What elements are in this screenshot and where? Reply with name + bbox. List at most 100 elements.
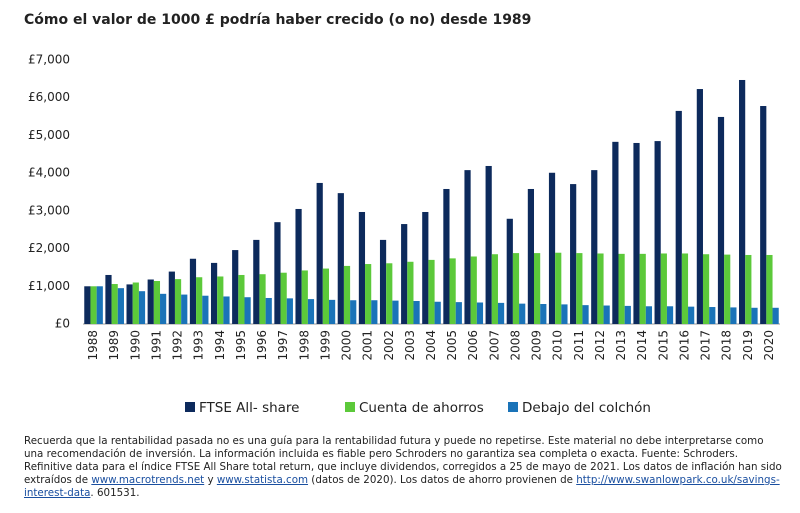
y-tick-label: £0 [55,317,70,331]
bar [476,302,484,324]
bar [111,284,118,324]
bar [160,293,167,324]
bar [174,279,182,324]
bar [196,277,203,324]
x-tick-label: 2001 [361,330,375,361]
x-tick-label: 2016 [677,330,691,361]
bar [126,284,133,324]
chart: Cómo el valor de 1000 £ podría haber cre… [24,12,780,416]
bar [527,188,535,324]
bar [464,170,471,324]
bar [428,259,435,324]
bar [202,295,209,324]
bar [597,253,604,324]
bar [561,304,568,324]
bar [307,299,315,324]
x-tick-label: 2017 [699,330,713,361]
x-tick-label: 2015 [656,330,670,361]
bar [570,184,577,324]
x-tick-label: 1990 [128,330,142,361]
bar [386,263,393,324]
bar [168,271,175,324]
bar [316,182,323,324]
bar [138,291,146,324]
y-tick-label: £3,000 [28,203,70,217]
bar [702,254,710,324]
x-tick-label: 1992 [171,330,185,361]
x-tick-label: 2018 [720,330,734,361]
bar [422,211,429,324]
bar [519,303,526,324]
chart-title: Cómo el valor de 1000 £ podría haber cre… [24,12,531,28]
bar [371,300,378,324]
x-tick-label: 1995 [234,330,248,361]
bar [328,299,336,324]
footnote-text: y [204,474,217,486]
bar [280,272,287,324]
y-tick-label: £4,000 [28,166,70,180]
bar [772,307,779,324]
bar [603,305,610,324]
bar [105,274,112,324]
bar [760,106,767,324]
bar [724,254,731,324]
legend-swatch [345,402,355,412]
footnote-link[interactable]: www.statista.com [216,474,309,486]
bar [696,89,703,324]
bar [506,218,513,324]
bar [639,253,646,324]
bar [555,252,562,324]
x-tick-label: 2002 [382,330,396,361]
bar [274,222,281,324]
footnote-link[interactable]: http://www.swanlowpark.co.uk/savings-int… [24,474,780,499]
bar [485,165,492,324]
bar [660,253,667,324]
bar [350,300,357,324]
bar [210,262,218,324]
bar [540,304,547,324]
bar [717,116,725,324]
bar [117,288,124,324]
x-tick-label: 1989 [107,330,121,361]
bar [624,305,631,324]
bar [259,274,266,324]
footnote-text: Recuerda que la rentabilidad pasada no e… [24,435,782,486]
bar [223,296,230,324]
bar [534,253,541,324]
bar [181,294,188,324]
bar [392,300,399,324]
x-tick-label: 2000 [340,330,354,361]
bar [576,253,583,324]
x-tick-label: 2009 [530,330,544,361]
legend-swatch [185,402,195,412]
x-tick-label: 2008 [508,330,522,361]
bar [582,305,589,324]
x-tick-label: 1999 [318,330,332,361]
legend-label: FTSE All- share [199,400,300,416]
bar [238,274,245,324]
bar [189,258,197,324]
bar [470,256,477,324]
x-tick-label: 1996 [255,330,269,361]
x-tick-label: 1998 [297,330,311,361]
bar [666,306,674,324]
y-tick-label: £6,000 [28,90,70,104]
bar [96,286,103,324]
bar [675,110,682,325]
x-tick-label: 2011 [572,330,586,361]
bar [265,297,272,324]
bar [337,193,344,324]
bar [618,253,625,324]
footnote-link[interactable]: www.macrotrends.net [91,474,205,486]
x-tick-label: 2005 [445,330,459,361]
x-tick-label: 2003 [403,330,417,361]
legend-label: Cuenta de ahorros [359,400,484,416]
x-tick-label: 1993 [192,330,206,361]
y-tick-label: £7,000 [28,53,70,67]
bar [401,224,408,324]
bar [688,306,695,324]
bar [84,286,91,324]
bar [449,258,456,324]
x-tick-label: 1997 [276,330,290,361]
